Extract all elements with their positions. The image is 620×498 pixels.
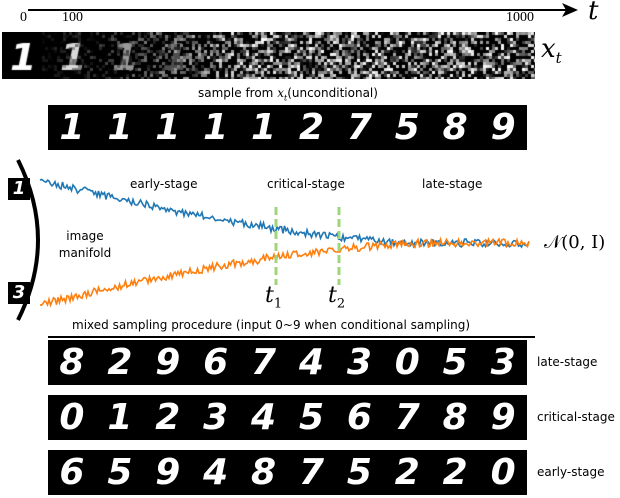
digit: 1 (240, 105, 288, 150)
digit: 6 (335, 395, 383, 440)
tick-1000: 1000 (506, 10, 534, 26)
digit: 4 (288, 340, 336, 385)
digit: 6 (192, 340, 240, 385)
critical-stage-strip: 0123456789 (48, 395, 527, 440)
digit: 5 (96, 450, 144, 495)
gaussian-label: 𝒩(0, I) (544, 232, 605, 253)
early-stage-label: early-stage (130, 177, 198, 191)
xt-sub: t (556, 49, 562, 67)
digit: 9 (479, 395, 527, 440)
mixed-sampling-caption: mixed sampling procedure (input 0~9 when… (72, 318, 470, 332)
divider (48, 336, 535, 338)
digit: 8 (431, 395, 479, 440)
digit: 0 (383, 340, 431, 385)
digit: 9 (479, 105, 527, 150)
digit: 2 (96, 340, 144, 385)
late-stage-row-label: late-stage (537, 355, 597, 369)
digit: 1 (96, 105, 144, 150)
digit: 0 (48, 395, 96, 440)
unconditional-samples-strip: 1111127589 (48, 105, 527, 150)
digit: 8 (431, 105, 479, 150)
xt-label: xt (541, 34, 562, 67)
digit: 9 (144, 340, 192, 385)
late-stage-strip: 8296743053 (48, 340, 527, 385)
digit: 5 (335, 450, 383, 495)
digit: 1 (96, 395, 144, 440)
digit: 8 (240, 450, 288, 495)
t1-var: t (265, 283, 274, 308)
digit: 5 (288, 395, 336, 440)
digit: 2 (144, 395, 192, 440)
t2-var: t (328, 283, 337, 308)
digit: 1 (192, 105, 240, 150)
diagram: t 0 100 1000 xt sample from xt(unconditi… (0, 0, 620, 498)
digit: 2 (288, 105, 336, 150)
early-stage-strip: 6594875220 (48, 450, 527, 495)
caption-prefix: sample from (198, 86, 277, 100)
digit: 0 (479, 450, 527, 495)
late-stage-label: late-stage (422, 177, 482, 191)
digit: 3 (192, 395, 240, 440)
path-from-digit-bottom (40, 239, 529, 305)
digit: 6 (48, 450, 96, 495)
critical-stage-label: critical-stage (267, 177, 345, 191)
manifold-digit-top: 1 (8, 178, 30, 200)
unconditional-caption: sample from xt(unconditional) (198, 86, 378, 102)
t2-label: t2 (328, 283, 345, 311)
label-line: manifold (57, 245, 113, 262)
early-stage-row-label: early-stage (537, 465, 605, 479)
digit: 5 (383, 105, 431, 150)
digit: 4 (240, 395, 288, 440)
digit: 8 (48, 340, 96, 385)
digit: 3 (335, 340, 383, 385)
noisy-image-strip (2, 32, 535, 79)
label-line: image (57, 228, 113, 245)
caption-var: x (277, 86, 284, 100)
digit: 4 (192, 450, 240, 495)
critical-stage-row-label: critical-stage (537, 410, 615, 424)
digit: 1 (144, 105, 192, 150)
digit: 9 (144, 450, 192, 495)
manifold-digit-bottom: 3 (8, 282, 30, 304)
digit: 7 (335, 105, 383, 150)
xt-var: x (541, 34, 556, 64)
digit: 2 (383, 450, 431, 495)
t1-label: t1 (265, 283, 282, 311)
tick-0: 0 (20, 10, 27, 26)
digit: 1 (48, 105, 96, 150)
digit: 5 (431, 340, 479, 385)
t2-sub: 2 (337, 296, 345, 311)
digit: 7 (383, 395, 431, 440)
digit: 3 (479, 340, 527, 385)
caption-suffix: (unconditional) (287, 86, 378, 100)
image-manifold-label: image manifold (57, 228, 113, 262)
time-axis-label: t (588, 0, 598, 26)
digit: 7 (240, 340, 288, 385)
digit: 7 (288, 450, 336, 495)
tick-100: 100 (62, 10, 83, 26)
t1-sub: 1 (274, 296, 282, 311)
digit: 2 (431, 450, 479, 495)
